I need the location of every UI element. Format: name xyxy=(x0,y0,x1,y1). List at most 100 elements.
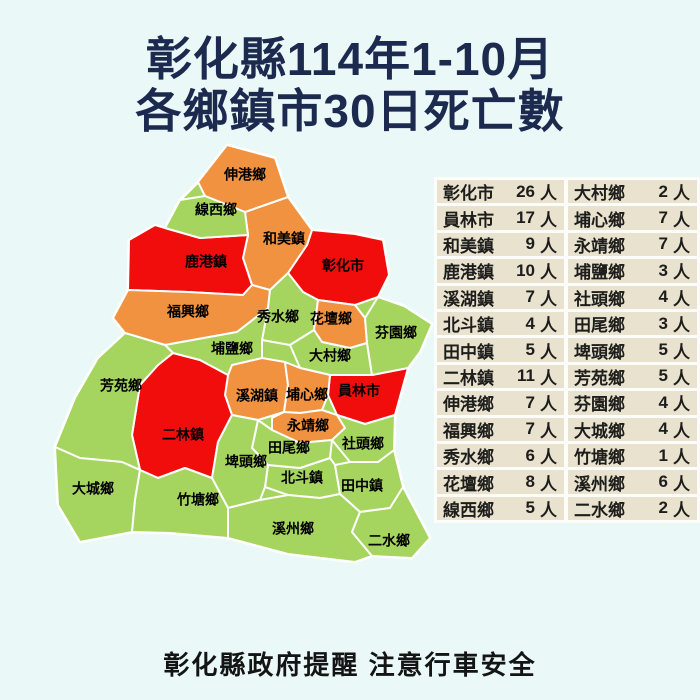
death-count: 4 xyxy=(658,419,668,439)
township-label-huatan: 花壇鄉 xyxy=(310,311,352,327)
township-shape-ershui xyxy=(351,486,431,559)
unit-label: 人 xyxy=(540,368,557,388)
table-row-yongjing: 永靖鄉 7 人 xyxy=(568,232,697,257)
table-row-tianwei: 田尾鄉 3 人 xyxy=(568,311,697,336)
township-shape-xianxi xyxy=(164,195,249,239)
death-count: 7 xyxy=(525,287,535,307)
township-name: 彰化市 xyxy=(443,184,494,204)
death-count: 5 xyxy=(658,366,668,386)
unit-label: 人 xyxy=(673,395,690,415)
township-name: 埔心鄉 xyxy=(574,210,625,230)
footer-message: 彰化縣政府提醒 注意行車安全 xyxy=(163,650,537,680)
death-count: 5 xyxy=(525,498,535,518)
death-count: 9 xyxy=(525,234,535,254)
death-count: 4 xyxy=(658,392,668,412)
death-count: 17 xyxy=(516,208,535,228)
unit-label: 人 xyxy=(673,368,690,388)
data-table: 彰化市 26 人員林市 17 人和美鎮 9 人鹿港鎮 10 人溪湖鎮 7 人北斗鎮 4 人田中鎮 5 人二林… xyxy=(434,177,700,524)
township-shape-fenyuan xyxy=(364,296,433,376)
township-name: 和美鎮 xyxy=(443,236,494,256)
township-name: 線西鄉 xyxy=(443,500,494,520)
township-name: 芬園鄉 xyxy=(574,395,625,415)
township-name: 社頭鄉 xyxy=(574,289,625,309)
death-count: 26 xyxy=(516,181,535,201)
township-label-zhutang: 竹塘鄉 xyxy=(176,492,219,508)
township-label-dacun: 大村鄉 xyxy=(309,348,351,364)
unit-label: 人 xyxy=(540,184,557,204)
death-count: 7 xyxy=(658,234,668,254)
township-name: 田尾鄉 xyxy=(574,316,625,336)
death-count: 3 xyxy=(658,260,668,280)
township-label-fangyuan: 芳苑鄉 xyxy=(100,378,142,394)
township-label-ershui: 二水鄉 xyxy=(368,533,410,549)
township-shape-puyan xyxy=(164,307,269,376)
township-label-xianxi: 線西鄉 xyxy=(195,202,237,218)
unit-label: 人 xyxy=(673,210,690,230)
death-count: 3 xyxy=(658,313,668,333)
unit-label: 人 xyxy=(673,421,690,441)
unit-label: 人 xyxy=(540,395,557,415)
township-label-tianzhong: 田中鎮 xyxy=(341,478,383,494)
table-row-dacun: 大村鄉 2 人 xyxy=(568,180,697,204)
table-column-left: 彰化市 26 人員林市 17 人和美鎮 9 人鹿港鎮 10 人溪湖鎮 7 人北斗鎮 4 人田中鎮 5 人二林… xyxy=(437,180,564,521)
unit-label: 人 xyxy=(540,342,557,362)
township-name: 花壇鄉 xyxy=(443,474,494,494)
unit-label: 人 xyxy=(540,448,557,468)
title-line-1: 彰化縣114年1-10月 xyxy=(145,33,555,85)
death-count: 2 xyxy=(658,498,668,518)
unit-label: 人 xyxy=(673,500,690,520)
township-name: 大村鄉 xyxy=(574,184,625,204)
township-label-hemei: 和美鎮 xyxy=(263,231,305,247)
table-column-right: 大村鄉 2 人埔心鄉 7 人永靖鄉 7 人埔鹽鄉 3 人社頭鄉 4 人田尾鄉 3 人埤頭鄉 5 人芳苑鄉 5 人… xyxy=(568,180,697,521)
death-count: 7 xyxy=(525,392,535,412)
death-count: 6 xyxy=(525,445,535,465)
unit-label: 人 xyxy=(540,210,557,230)
township-name: 北斗鎮 xyxy=(443,316,494,336)
table-row-shetou: 社頭鄉 4 人 xyxy=(568,285,697,309)
township-label-shengang: 伸港鄉 xyxy=(223,167,266,183)
table-row-lukang: 鹿港鎮 10 人 xyxy=(437,259,564,283)
township-name: 二水鄉 xyxy=(574,500,625,520)
township-name: 秀水鄉 xyxy=(443,448,494,468)
township-label-pitou: 埤頭鄉 xyxy=(225,454,267,470)
township-label-beidou: 北斗鎮 xyxy=(281,470,323,486)
township-shape-pitou xyxy=(211,414,269,509)
death-count: 10 xyxy=(516,260,535,280)
township-name: 福興鄉 xyxy=(443,421,494,441)
unit-label: 人 xyxy=(540,236,557,256)
unit-label: 人 xyxy=(673,236,690,256)
township-name: 溪湖鎮 xyxy=(443,289,494,309)
table-row-erlin: 二林鎮 11 人 xyxy=(437,364,564,389)
table-row-xiushui: 秀水鄉 6 人 xyxy=(437,443,564,468)
death-count: 8 xyxy=(525,471,535,491)
death-count: 2 xyxy=(658,181,668,201)
township-label-dacheng: 大城鄉 xyxy=(72,481,114,497)
death-count: 6 xyxy=(658,471,668,491)
table-row-beidou: 北斗鎮 4 人 xyxy=(437,311,564,336)
table-row-zhutang: 竹塘鄉 1 人 xyxy=(568,443,697,468)
unit-label: 人 xyxy=(673,184,690,204)
death-count: 5 xyxy=(525,340,535,360)
township-label-xizhou: 溪州鄉 xyxy=(272,521,314,537)
table-row-huatan: 花壇鄉 8 人 xyxy=(437,470,564,494)
table-row-xizhou: 溪州鄉 6 人 xyxy=(568,470,697,494)
township-name: 埔鹽鄉 xyxy=(574,263,625,283)
township-name: 田中鎮 xyxy=(443,342,494,362)
township-label-erlin: 二林鎮 xyxy=(162,427,204,443)
table-row-changhua: 彰化市 26 人 xyxy=(437,180,564,204)
title-line-2: 各鄉鎮市30日死亡數 xyxy=(135,84,565,137)
township-label-shetou: 社頭鄉 xyxy=(341,436,384,452)
township-name: 芳苑鄉 xyxy=(574,368,625,388)
unit-label: 人 xyxy=(673,289,690,309)
table-row-hemei: 和美鎮 9 人 xyxy=(437,232,564,257)
death-count: 1 xyxy=(658,445,668,465)
unit-label: 人 xyxy=(673,474,690,494)
township-label-fuxing: 福興鄉 xyxy=(166,304,209,320)
unit-label: 人 xyxy=(540,500,557,520)
death-count: 7 xyxy=(525,419,535,439)
township-name: 大城鄉 xyxy=(574,421,625,441)
township-name: 埤頭鄉 xyxy=(574,342,625,362)
township-label-tianwei: 田尾鄉 xyxy=(268,440,310,456)
